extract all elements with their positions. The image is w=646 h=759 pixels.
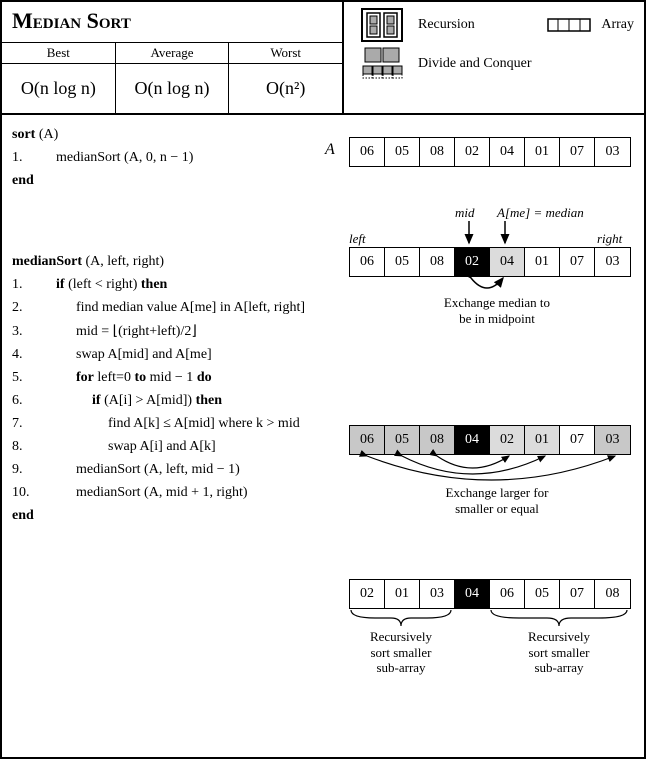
content: sort (A) 1.medianSort (A, 0, n − 1) end … [2,115,644,535]
legend-array: Array [601,17,634,33]
array-cell: 01 [385,580,420,608]
array-cell: 08 [420,138,455,166]
array-cell: 06 [490,580,525,608]
caption-exchange-median: Exchange median tobe in midpoint [417,295,577,326]
array-cell: 01 [525,248,560,276]
visualization: A 0605080204010703 mid A[me] = median le… [347,123,634,527]
col-avg: Average [116,43,230,63]
arrows-mid [347,219,637,249]
array-cell: 08 [420,248,455,276]
mediansort-fn: medianSort [12,254,82,269]
val-worst: O(n²) [229,64,342,113]
caption-exchange-larger: Exchange larger forsmaller or equal [417,485,577,516]
array-cell: 05 [385,248,420,276]
array-cell: 04 [455,580,490,608]
array-cell: 06 [350,426,385,454]
array-initial: 0605080204010703 [349,137,631,167]
legend: Recursion Array Divide and Conquer [344,2,644,113]
header: Median Sort Best Average Worst O(n log n… [2,2,644,115]
col-worst: Worst [229,43,342,63]
array-cell: 04 [455,426,490,454]
array-cell: 07 [560,580,595,608]
swap-arrows-partition [347,454,637,488]
array-cell: 06 [350,138,385,166]
caption-recurse-left: Recursivelysort smallersub-array [351,629,451,676]
pseudocode: sort (A) 1.medianSort (A, 0, n − 1) end … [12,123,347,527]
title-block: Median Sort Best Average Worst O(n log n… [2,2,344,113]
caption-recurse-right: Recursivelysort smallersub-array [509,629,609,676]
array-cell: 08 [595,580,630,608]
array-cell: 07 [560,248,595,276]
array-cell: 05 [385,426,420,454]
array-icon [545,18,593,32]
array-median-found: 0605080204010703 [349,247,631,277]
array-cell: 03 [595,426,630,454]
page-title: Median Sort [2,2,342,42]
array-cell: 02 [455,248,490,276]
array-cell: 06 [350,248,385,276]
array-recursed: 0201030406050708 [349,579,631,609]
complexity-values: O(n log n) O(n log n) O(n²) [2,63,342,113]
array-cell: 02 [350,580,385,608]
array-cell: 02 [490,426,525,454]
array-cell: 01 [525,426,560,454]
legend-divconq: Divide and Conquer [418,56,532,72]
array-partitioning: 0605080402010703 [349,425,631,455]
A-label: A [325,141,335,159]
legend-recursion: Recursion [418,17,475,33]
array-cell: 05 [525,580,560,608]
complexity-header: Best Average Worst [2,42,342,63]
val-avg: O(n log n) [116,64,230,113]
val-best: O(n log n) [2,64,116,113]
array-cell: 02 [455,138,490,166]
braces [347,608,637,630]
array-cell: 03 [595,248,630,276]
array-cell: 03 [420,580,455,608]
recursion-icon [354,8,410,42]
sort-fn: sort [12,127,35,142]
divide-conquer-icon [354,46,410,82]
array-cell: 04 [490,138,525,166]
array-cell: 01 [525,138,560,166]
array-cell: 08 [420,426,455,454]
array-cell: 07 [560,426,595,454]
col-best: Best [2,43,116,63]
array-cell: 03 [595,138,630,166]
array-cell: 05 [385,138,420,166]
array-cell: 04 [490,248,525,276]
array-cell: 07 [560,138,595,166]
